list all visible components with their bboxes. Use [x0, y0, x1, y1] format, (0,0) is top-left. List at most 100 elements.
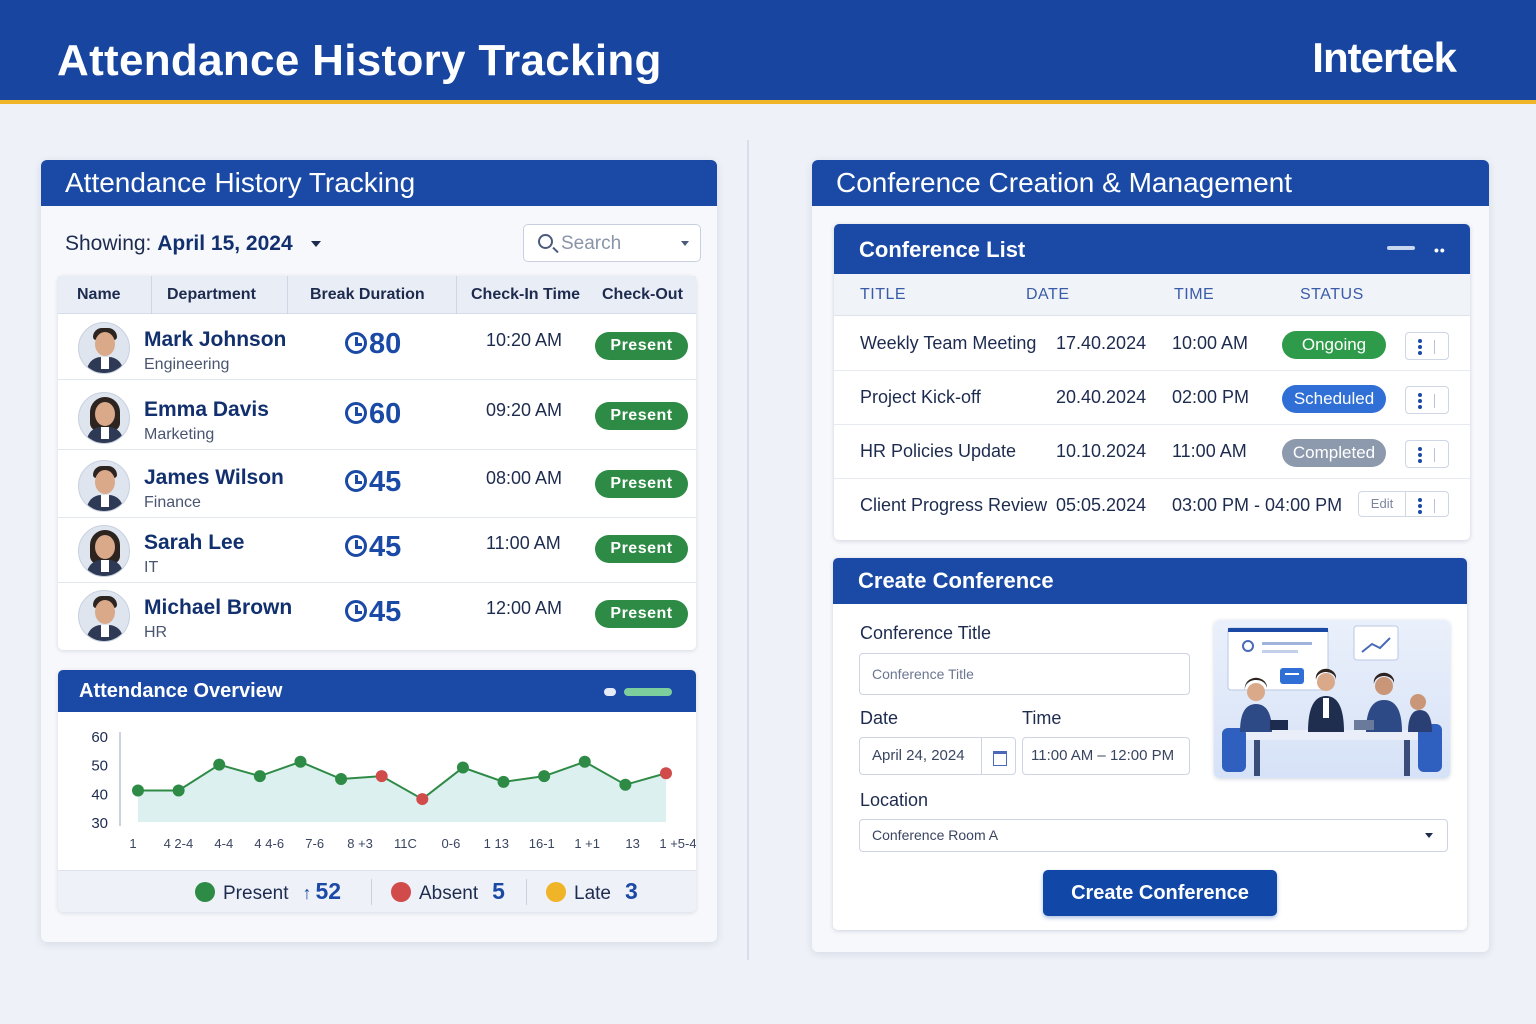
column-header-name[interactable]: Name — [77, 286, 121, 303]
x-tick-label: 13 — [625, 836, 639, 851]
date-filter[interactable]: Showing: April 15, 2024 — [65, 232, 321, 256]
list-item[interactable]: HR Policies Update 10.10.2024 11:00 AM Comp… — [834, 425, 1470, 479]
attendance-panel: Attendance History Tracking Showing: Apr… — [41, 160, 717, 942]
page-title: Attendance History Tracking — [57, 36, 662, 85]
table-row[interactable]: Emma Davis Marketing 60 09:20 AM Present — [58, 384, 696, 450]
data-point — [619, 778, 632, 791]
status-badge: Present — [595, 535, 688, 563]
column-header-title[interactable]: TITLE — [860, 286, 907, 303]
legend-late-label: Late — [574, 883, 611, 904]
status-badge: Present — [595, 332, 688, 360]
data-point — [456, 761, 469, 774]
avatar-collar — [101, 357, 109, 369]
location-select[interactable]: Conference Room A — [859, 819, 1448, 852]
conference-time: 11:00 AM — [1172, 441, 1247, 461]
legend-present-swatch — [195, 882, 215, 902]
search-placeholder: Search — [561, 233, 622, 254]
column-header-status[interactable]: STATUS — [1300, 286, 1364, 303]
list-item[interactable]: Project Kick-off 20.40.2024 02:00 PM Schedu… — [834, 371, 1470, 425]
employee-name[interactable]: Michael Brown — [144, 596, 293, 619]
row-actions-icon[interactable] — [1405, 386, 1449, 414]
table-row[interactable]: Mark Johnson Engineering 80 10:20 AM Present — [58, 314, 696, 380]
conference-title[interactable]: Project Kick-off — [860, 387, 981, 407]
x-tick-label: 16-1 — [529, 836, 555, 851]
table-row[interactable]: James Wilson Finance 45 08:00 AM Present — [58, 452, 696, 518]
table-row[interactable]: Michael Brown HR 45 12:00 AM Present — [58, 582, 696, 648]
conference-date: 10.10.2024 — [1056, 441, 1147, 461]
chevron-down-icon[interactable] — [310, 241, 321, 248]
location-label: Location — [860, 790, 929, 810]
conference-title[interactable]: Weekly Team Meeting — [860, 333, 1037, 353]
x-tick-label: 4 2-4 — [164, 836, 194, 851]
avatar-collar — [101, 560, 109, 572]
attendance-table: Name Department Break Duration Check-In … — [58, 276, 696, 650]
x-tick-label: 4 4-6 — [254, 836, 284, 851]
chevron-down-icon[interactable] — [681, 241, 689, 246]
employee-name[interactable]: Mark Johnson — [144, 328, 287, 351]
conference-title[interactable]: Client Progress Review — [860, 495, 1048, 515]
employee-name[interactable]: Sarah Lee — [144, 531, 245, 554]
y-tick-label: 60 — [91, 729, 108, 746]
showing-date: April 15, 2024 — [157, 232, 293, 255]
more-options-icon[interactable]: •• — [1434, 242, 1446, 258]
column-header-date[interactable]: DATE — [1026, 286, 1070, 303]
data-point — [253, 770, 266, 783]
status-badge: Present — [595, 470, 688, 498]
data-point — [578, 755, 591, 768]
employee-name[interactable]: Emma Davis — [144, 398, 269, 421]
column-divider — [287, 276, 288, 314]
column-divider — [456, 276, 457, 314]
column-header-check-in[interactable]: Check-In Time — [471, 286, 581, 303]
conference-title[interactable]: HR Policies Update — [860, 441, 1017, 461]
row-actions-icon[interactable] — [1405, 332, 1449, 360]
conference-time: 10:00 AM — [1172, 333, 1249, 353]
avatar-face — [95, 470, 115, 494]
search-input[interactable]: Search — [523, 224, 701, 262]
date-input[interactable]: April 24, 2024 — [859, 737, 1016, 775]
employee-name[interactable]: James Wilson — [144, 466, 284, 489]
list-item[interactable]: Client Progress Review 05:05.2024 03:00 PM… — [834, 479, 1470, 533]
chevron-down-icon[interactable] — [1425, 833, 1433, 838]
x-tick-label: 1 — [129, 836, 136, 851]
break-duration: 45 — [345, 531, 401, 564]
conference-date: 17.40.2024 — [1056, 333, 1147, 353]
table-row[interactable]: Sarah Lee IT 45 11:00 AM Present — [58, 517, 696, 583]
check-in-time: 08:00 AM — [486, 468, 563, 488]
toggle-dot[interactable] — [604, 688, 616, 696]
data-point — [538, 770, 551, 783]
time-input[interactable]: 11:00 AM – 12:00 PM — [1022, 737, 1190, 775]
row-actions-icon[interactable] — [1405, 440, 1449, 468]
conference-list-header: TITLE DATE TIME STATUS — [834, 274, 1470, 316]
row-actions-icon[interactable] — [1405, 491, 1449, 517]
minimize-icon[interactable] — [1387, 246, 1415, 250]
attendance-table-header: Name Department Break Duration Check-In … — [58, 276, 696, 314]
calendar-icon[interactable] — [981, 738, 1015, 774]
create-conference-button[interactable]: Create Conference — [1043, 870, 1277, 916]
avatar-face — [95, 402, 115, 426]
list-item[interactable]: Weekly Team Meeting 17.40.2024 10:00 AM Ong… — [834, 317, 1470, 371]
legend-late-swatch — [546, 882, 566, 902]
column-header-department[interactable]: Department — [167, 286, 256, 303]
break-duration-value: 45 — [369, 596, 402, 628]
x-tick-label: 1 +5-4 — [659, 836, 696, 851]
avatar — [78, 322, 130, 374]
y-tick-label: 40 — [91, 786, 108, 803]
break-duration: 60 — [345, 398, 401, 431]
avatar-collar — [101, 495, 109, 507]
data-point — [294, 755, 307, 768]
clock-icon — [345, 470, 367, 492]
check-in-time: 12:00 AM — [486, 598, 563, 618]
conference-title-input[interactable]: Conference Title — [859, 653, 1190, 695]
column-header-check-out[interactable]: Check-Out — [602, 286, 683, 303]
legend-absent-label: Absent — [419, 883, 479, 904]
toggle-bar[interactable] — [624, 688, 672, 696]
check-in-time: 09:20 AM — [486, 400, 563, 420]
series-line — [138, 760, 667, 801]
column-header-time[interactable]: TIME — [1174, 286, 1215, 303]
column-header-break-duration[interactable]: Break Duration — [310, 286, 425, 303]
time-label: Time — [1022, 708, 1062, 728]
edit-button[interactable]: Edit — [1358, 491, 1406, 517]
conference-date: 20.40.2024 — [1056, 387, 1147, 407]
employee-department: Marketing — [144, 426, 215, 443]
avatar-collar — [101, 625, 109, 637]
